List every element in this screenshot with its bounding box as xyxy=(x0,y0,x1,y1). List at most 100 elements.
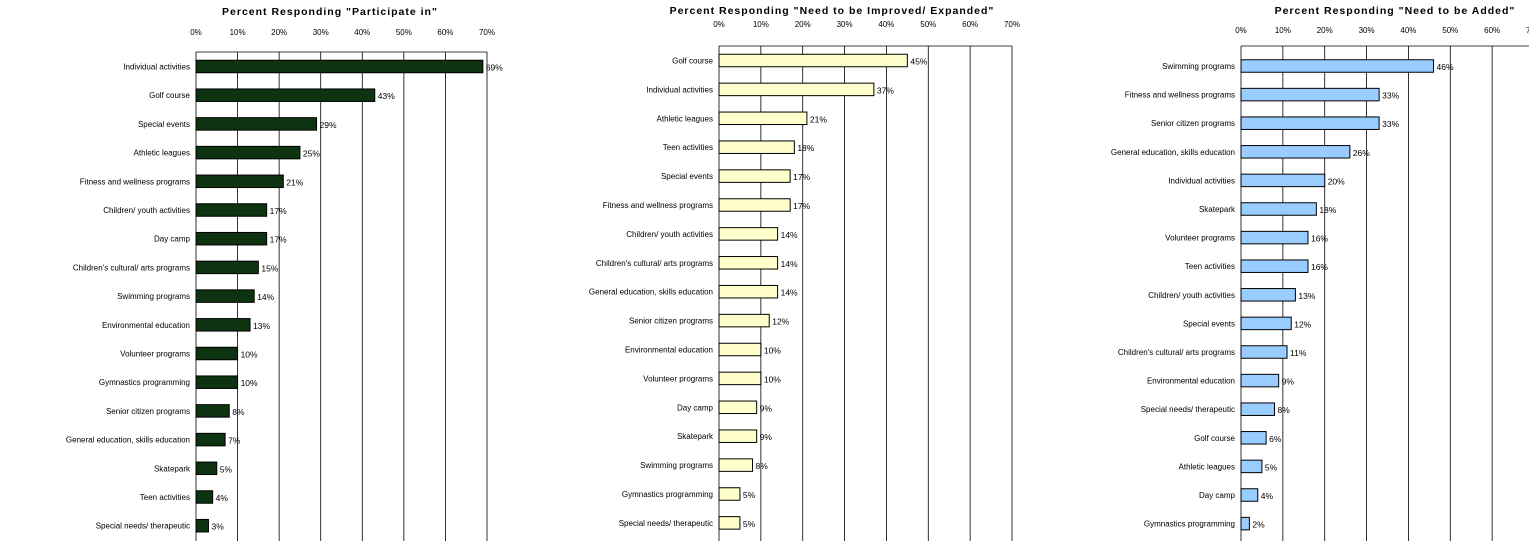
data-label: 14% xyxy=(257,292,274,302)
data-label: 25% xyxy=(303,149,320,159)
data-label: 13% xyxy=(253,321,270,331)
data-label: 29% xyxy=(320,120,337,130)
data-label: 26% xyxy=(1353,148,1370,158)
category-label: Athletic leagues xyxy=(1179,462,1235,471)
bar xyxy=(195,346,239,361)
bar xyxy=(718,169,791,183)
bar xyxy=(195,375,239,389)
category-label: Special events xyxy=(661,172,713,181)
bar xyxy=(1240,116,1380,130)
data-label: 17% xyxy=(793,201,810,211)
x-tick-label: 0% xyxy=(190,28,202,37)
bar xyxy=(1240,230,1309,245)
bar xyxy=(195,174,284,189)
data-label: 18% xyxy=(797,143,814,153)
x-tick-label: 20% xyxy=(1317,26,1333,35)
category-label: Day camp xyxy=(677,403,714,412)
data-label: 7% xyxy=(228,436,241,446)
bar xyxy=(195,260,259,275)
bar xyxy=(1240,87,1380,102)
x-tick-label: 40% xyxy=(878,20,894,29)
category-label: Special events xyxy=(1183,319,1235,328)
data-label: 21% xyxy=(810,114,827,124)
data-label: 33% xyxy=(1382,119,1399,129)
bar xyxy=(195,490,214,504)
bar xyxy=(718,342,762,357)
category-label: Environmental education xyxy=(625,346,713,355)
category-label: Day camp xyxy=(1199,491,1236,500)
category-label: Gymnastics programming xyxy=(622,490,713,499)
data-label: 13% xyxy=(1298,291,1315,301)
data-label: 5% xyxy=(220,464,233,474)
category-label: Golf course xyxy=(1194,434,1235,443)
bar xyxy=(1240,145,1351,159)
data-label: 17% xyxy=(793,172,810,182)
bar xyxy=(1240,316,1292,331)
bar xyxy=(718,111,808,126)
x-tick-label: 30% xyxy=(313,28,329,37)
x-tick-label: 20% xyxy=(271,28,287,37)
data-label: 16% xyxy=(1311,262,1328,272)
category-label: Skatepark xyxy=(1199,205,1236,214)
data-label: 17% xyxy=(270,206,287,216)
category-label: Volunteer programs xyxy=(1165,234,1235,243)
category-label: Senior citizen programs xyxy=(1151,119,1235,128)
category-label: Day camp xyxy=(154,235,191,244)
data-label: 10% xyxy=(764,374,781,384)
category-label: General education, skills education xyxy=(1111,148,1235,157)
data-label: 10% xyxy=(764,346,781,356)
bar xyxy=(1240,431,1267,445)
x-tick-label: 0% xyxy=(713,20,725,29)
data-label: 45% xyxy=(910,57,927,67)
x-tick-label: 30% xyxy=(837,20,853,29)
bar xyxy=(718,227,779,241)
data-label: 2% xyxy=(1252,520,1265,530)
x-tick-label: 60% xyxy=(1484,26,1500,35)
data-label: 43% xyxy=(378,91,395,101)
x-tick-label: 40% xyxy=(354,28,370,37)
data-label: 8% xyxy=(232,407,245,417)
x-tick-label: 10% xyxy=(753,20,769,29)
category-label: Special needs/ therapeutic xyxy=(1141,405,1235,414)
category-label: Environmental education xyxy=(1147,377,1235,386)
x-tick-label: 10% xyxy=(230,28,246,37)
data-label: 10% xyxy=(241,378,258,388)
x-tick-label: 20% xyxy=(795,20,811,29)
data-label: 8% xyxy=(755,461,768,471)
chart-title: Percent Responding "Need to be Added" xyxy=(1275,5,1516,17)
bar xyxy=(195,203,268,217)
x-tick-label: 50% xyxy=(920,20,936,29)
data-label: 5% xyxy=(1265,462,1278,472)
x-tick-label: 70% xyxy=(479,28,495,37)
category-label: Senior citizen programs xyxy=(106,407,190,416)
category-label: General education, skills education xyxy=(589,288,713,297)
bar xyxy=(1240,516,1250,531)
category-label: Skatepark xyxy=(677,432,714,441)
bar xyxy=(195,145,301,160)
x-tick-label: 10% xyxy=(1275,26,1291,35)
data-label: 4% xyxy=(216,493,229,503)
category-label: Special needs/ therapeutic xyxy=(619,519,713,528)
bar xyxy=(718,256,779,270)
x-tick-label: 70% xyxy=(1526,26,1529,35)
bar xyxy=(1240,373,1280,388)
category-label: Environmental education xyxy=(102,321,190,330)
category-label: Teen activities xyxy=(1185,262,1235,271)
data-label: 46% xyxy=(1437,62,1454,72)
data-label: 8% xyxy=(1277,405,1290,415)
data-label: 15% xyxy=(261,263,278,273)
data-label: 5% xyxy=(743,490,756,500)
x-tick-label: 70% xyxy=(1004,20,1020,29)
bar xyxy=(195,404,230,418)
category-label: Athletic leagues xyxy=(657,114,713,123)
category-label: Swimming programs xyxy=(117,292,190,301)
data-label: 12% xyxy=(772,317,789,327)
bar xyxy=(195,318,251,332)
category-label: Senior citizen programs xyxy=(629,317,713,326)
bar xyxy=(1240,459,1263,474)
x-tick-label: 60% xyxy=(437,28,453,37)
data-label: 3% xyxy=(211,522,224,532)
chart-3: Percent Responding "Need to be Added" 0% 1… xyxy=(1111,5,1529,541)
chart-2: Percent Responding "Need to be Improved/… xyxy=(589,5,1020,541)
bar xyxy=(195,59,484,74)
